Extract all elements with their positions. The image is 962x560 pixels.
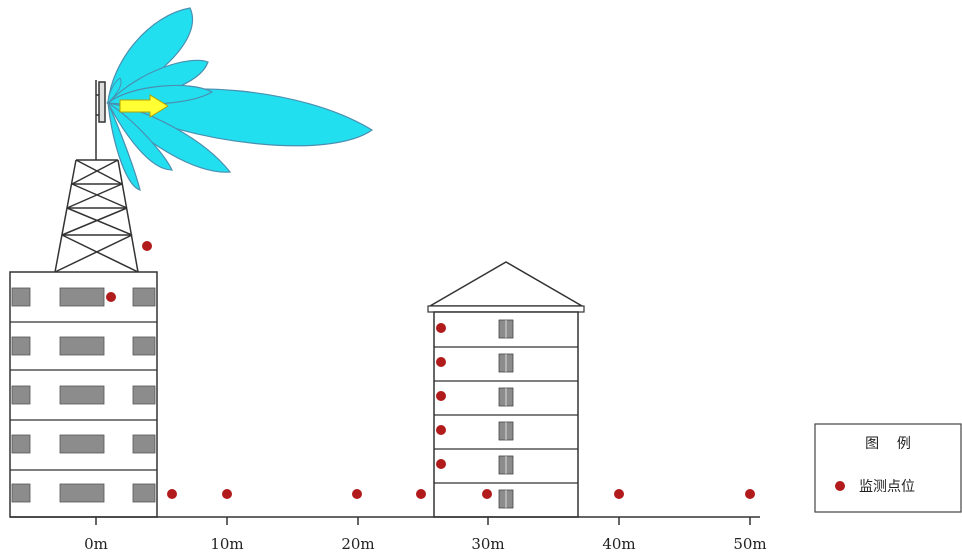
tick-label-4: 40m (602, 535, 635, 553)
monitoring-point (482, 489, 492, 499)
monitoring-point (745, 489, 755, 499)
tick-labels: 0m 10m 20m 30m 40m 50m (84, 535, 767, 553)
distance-axis (10, 517, 760, 525)
tick-label-5: 50m (733, 535, 766, 553)
tick-label-2: 20m (341, 535, 374, 553)
antenna-radiation-pattern (108, 8, 372, 190)
lattice-tower (55, 160, 138, 272)
right-building (428, 262, 584, 517)
monitoring-point (614, 489, 624, 499)
left-building (10, 272, 157, 517)
legend-title: 图 例 (865, 436, 911, 452)
monitoring-point (142, 241, 152, 251)
monitoring-point (436, 459, 446, 469)
monitoring-point (436, 425, 446, 435)
tick-label-3: 30m (471, 535, 504, 553)
monitoring-point (436, 323, 446, 333)
monitoring-points (106, 241, 755, 499)
tick-label-0: 0m (84, 535, 108, 553)
antenna (96, 80, 105, 160)
monitoring-point (222, 489, 232, 499)
monitoring-point (106, 292, 116, 302)
tick-label-1: 10m (210, 535, 243, 553)
red-dot-icon (835, 481, 845, 491)
legend: 图 例 监测点位 (815, 424, 961, 512)
legend-item-label: 监测点位 (859, 479, 915, 495)
monitoring-point (167, 489, 177, 499)
monitoring-point (436, 357, 446, 367)
monitoring-point (416, 489, 426, 499)
monitoring-point (352, 489, 362, 499)
monitoring-point (436, 391, 446, 401)
